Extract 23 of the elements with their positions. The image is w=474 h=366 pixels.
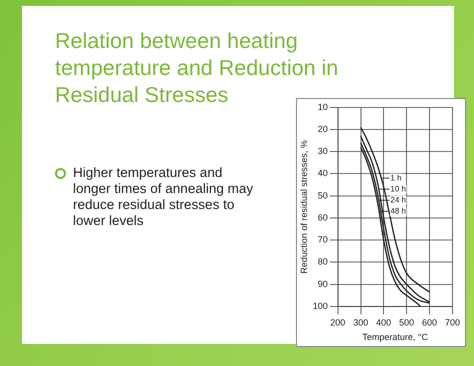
legend-label: 24 h [390,195,406,204]
y-tick-label: 20 [318,124,328,134]
legend-label: 1 h [390,173,402,182]
y-axis-title: Reduction of residual stresses, % [298,140,309,274]
y-tick-label: 40 [318,168,328,178]
text: Higher temperatures and longer times of annealing may reduce residual stresses to lower levels [73,165,254,228]
y-tick-label: 100 [312,300,328,311]
y-tick-label: 50 [318,190,328,200]
x-tick-label: 400 [376,317,392,328]
y-tick-label: 70 [318,234,328,245]
y-tick-label: 10 [318,102,328,112]
y-tick-label: 80 [318,256,328,267]
x-tick-label: 600 [422,317,438,328]
legend-label: 10 h [390,184,406,194]
x-tick-label: 200 [330,317,346,328]
y-tick-label: 30 [318,146,328,156]
y-tick-label: 90 [318,278,328,289]
legend-label: 48 h [390,206,406,216]
x-axis-title: Temperature, °C [362,332,428,342]
y-tick-label: 60 [318,212,328,222]
x-tick-label: 500 [399,317,414,328]
x-tick-label: 700 [444,317,460,328]
x-tick-label: 300 [353,317,368,328]
